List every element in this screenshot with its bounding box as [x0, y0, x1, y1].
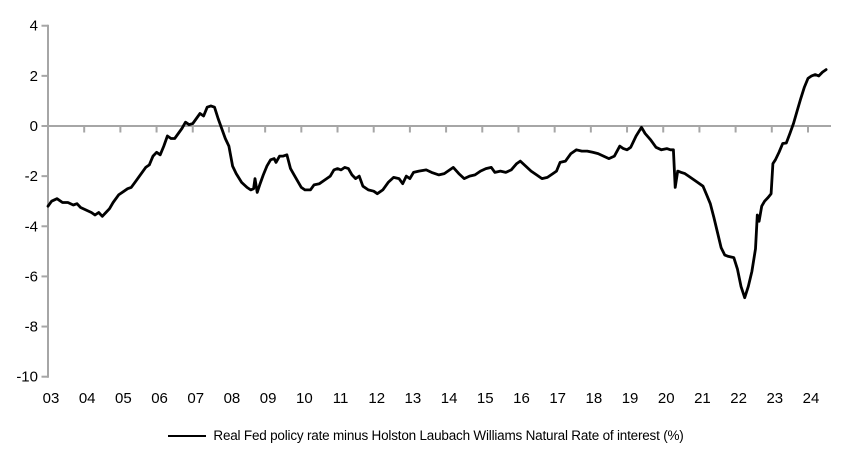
- x-tick-label: 08: [224, 390, 241, 407]
- legend-line-sample: [168, 434, 207, 437]
- y-tick-label: -2: [25, 168, 38, 185]
- x-tick-label: 07: [187, 390, 204, 407]
- legend-label: Real Fed policy rate minus Holston Lauba…: [213, 428, 684, 443]
- x-tick-label: 14: [441, 390, 458, 407]
- y-tick-label: -4: [25, 218, 38, 235]
- y-tick-label: 2: [30, 68, 38, 85]
- x-tick-label: 18: [586, 390, 603, 407]
- x-tick-label: 20: [658, 390, 675, 407]
- x-tick-label: 24: [803, 390, 820, 407]
- x-tick-label: 05: [115, 390, 132, 407]
- x-tick-label: 11: [333, 390, 349, 407]
- legend: Real Fed policy rate minus Holston Lauba…: [0, 428, 852, 443]
- y-tick-label: -8: [25, 319, 38, 336]
- x-tick-label: 23: [766, 390, 783, 407]
- series-line: [46, 68, 828, 300]
- y-tick-label: -10: [16, 369, 38, 386]
- x-tick-label: 15: [477, 390, 494, 407]
- y-tick-label: 0: [30, 118, 38, 135]
- y-tick-label: 4: [30, 18, 38, 35]
- x-tick-label: 22: [730, 390, 747, 407]
- x-tick-label: 12: [368, 390, 385, 407]
- x-tick-label: 16: [513, 390, 530, 407]
- x-tick-label: 10: [296, 390, 313, 407]
- x-tick-label: 21: [694, 390, 711, 407]
- x-tick-label: 06: [151, 390, 168, 407]
- x-tick-label: 19: [622, 390, 639, 407]
- x-tick-label: 13: [405, 390, 422, 407]
- y-tick-label: -6: [25, 268, 38, 285]
- x-tick-label: 03: [43, 390, 60, 407]
- x-tick-label: 04: [79, 390, 96, 407]
- x-tick-label: 09: [260, 390, 277, 407]
- x-tick-label: 17: [549, 390, 566, 407]
